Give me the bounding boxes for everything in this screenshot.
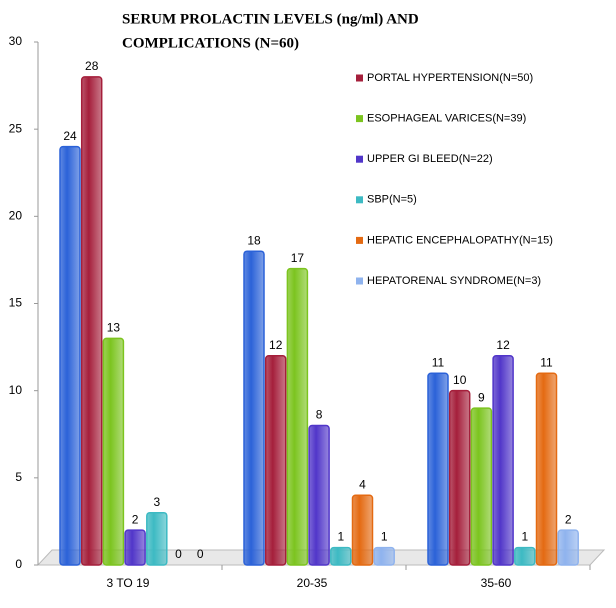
legend-swatch — [356, 236, 363, 244]
data-label: 18 — [247, 233, 261, 247]
x-tick-label: 3 TO 19 — [107, 576, 150, 590]
chart-title: SERUM PROLACTIN LEVELS (ng/ml) AND — [122, 11, 419, 27]
data-label: 8 — [316, 408, 323, 422]
y-tick-label: 25 — [9, 121, 23, 135]
bar — [286, 267, 309, 566]
bar — [330, 546, 352, 566]
data-label: 17 — [291, 251, 305, 265]
bar — [264, 355, 287, 566]
data-label: 2 — [565, 512, 572, 526]
data-label: 12 — [269, 338, 283, 352]
data-label: 9 — [478, 390, 485, 404]
bar — [59, 145, 81, 566]
legend-label: HEPATORENAL SYNDROME(N=3) — [367, 275, 541, 287]
legend-swatch — [356, 196, 363, 204]
bar — [80, 76, 103, 566]
data-label: 0 — [175, 547, 182, 561]
data-label: 13 — [107, 321, 121, 335]
data-label: 12 — [496, 338, 510, 352]
data-label: 11 — [540, 355, 553, 369]
chart-title: COMPLICATIONS (N=60) — [122, 35, 299, 51]
bar — [470, 407, 493, 566]
y-tick-label: 15 — [9, 296, 23, 310]
bar — [124, 529, 146, 566]
y-tick-label: 0 — [15, 557, 22, 571]
x-tick-label: 35-60 — [481, 576, 512, 590]
legend-label: UPPER GI BLEED(N=22) — [367, 153, 493, 165]
y-tick-label: 30 — [9, 34, 23, 48]
x-tick-label: 20-35 — [297, 576, 328, 590]
legend-label: SBP(N=5) — [367, 194, 417, 206]
data-label: 24 — [63, 129, 77, 143]
y-tick-label: 10 — [9, 383, 23, 397]
legend-swatch — [356, 115, 363, 123]
bar — [427, 372, 449, 566]
bar — [535, 372, 558, 566]
data-label: 28 — [85, 59, 99, 73]
bar — [146, 511, 168, 566]
data-label: 1 — [381, 530, 388, 544]
legend-label: ESOPHAGEAL VARICES(N=39) — [367, 113, 526, 125]
data-label: 11 — [432, 355, 445, 369]
legend-swatch — [356, 74, 363, 82]
data-label: 1 — [337, 530, 344, 544]
data-label: 0 — [197, 547, 204, 561]
data-label: 1 — [521, 530, 528, 544]
legend-label: PORTAL HYPERTENSION(N=50) — [367, 72, 533, 84]
bar — [102, 337, 125, 566]
bar — [514, 546, 536, 566]
bar — [308, 424, 330, 566]
data-label: 10 — [453, 373, 467, 387]
bar — [492, 355, 514, 566]
data-label: 4 — [359, 477, 366, 491]
bar — [373, 546, 395, 566]
y-tick-label: 5 — [15, 470, 22, 484]
legend-swatch — [356, 277, 363, 285]
bar — [243, 250, 265, 566]
y-tick-label: 20 — [9, 209, 23, 223]
bar — [557, 529, 579, 566]
bar — [448, 389, 471, 566]
data-label: 2 — [132, 512, 139, 526]
bar — [351, 494, 374, 566]
legend-label: HEPATIC ENCEPHALOPATHY(N=15) — [367, 234, 553, 246]
legend-swatch — [356, 155, 363, 163]
data-label: 3 — [153, 495, 160, 509]
